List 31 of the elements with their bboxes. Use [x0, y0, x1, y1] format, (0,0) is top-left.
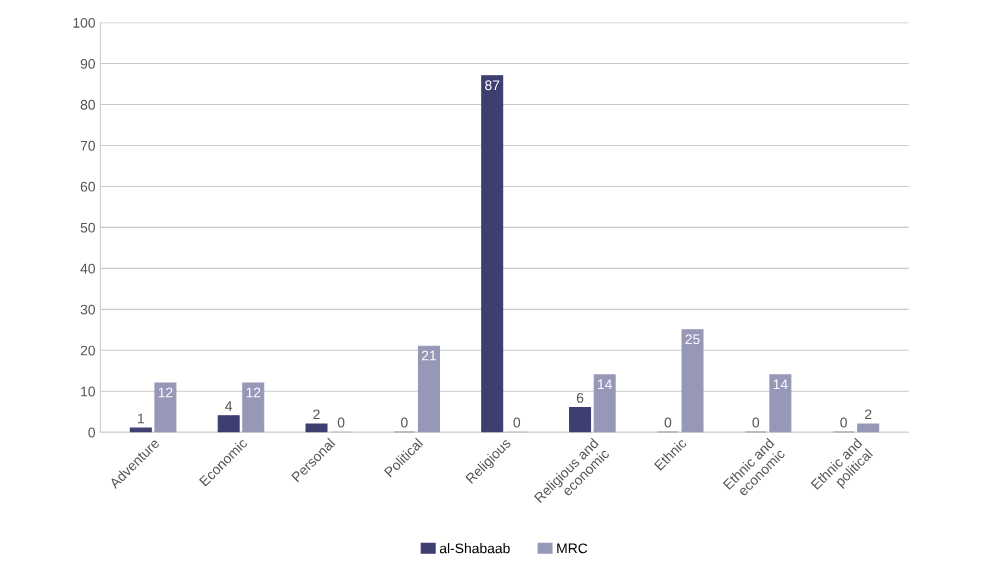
data-label: 21	[421, 350, 437, 361]
y-tick-label: 90	[80, 58, 95, 69]
data-label: 87	[485, 80, 500, 91]
legend-label: al-Shabaab	[439, 543, 510, 554]
data-label: 0	[840, 417, 847, 428]
y-tick-label: 30	[80, 304, 95, 315]
data-label: 14	[597, 379, 612, 390]
data-label: 0	[752, 417, 760, 428]
data-label: 4	[225, 401, 233, 411]
y-tick-label: 10	[81, 386, 95, 397]
y-tick-label: 0	[88, 427, 95, 438]
y-tick-label: 50	[80, 222, 95, 233]
y-tick-label: 20	[80, 345, 95, 356]
data-label: 12	[158, 387, 173, 398]
data-label: 0	[401, 417, 408, 428]
y-tick-label: 40	[80, 263, 95, 274]
data-label: 0	[664, 417, 672, 428]
y-tick-label: 60	[80, 181, 95, 192]
data-label: 0	[337, 417, 345, 428]
data-label: 1	[138, 413, 144, 424]
y-tick-label: 70	[80, 140, 95, 151]
y-tick-label: 100	[73, 17, 95, 28]
data-label: 14	[773, 379, 788, 390]
y-tick-label: 80	[80, 99, 95, 110]
data-label: 2	[313, 409, 320, 420]
data-label: 0	[513, 417, 521, 428]
data-label: 2	[865, 409, 872, 420]
data-label: 25	[685, 334, 700, 345]
legend-label: MRC	[557, 543, 588, 554]
data-label: 6	[576, 393, 584, 403]
data-label: 12	[246, 387, 261, 398]
